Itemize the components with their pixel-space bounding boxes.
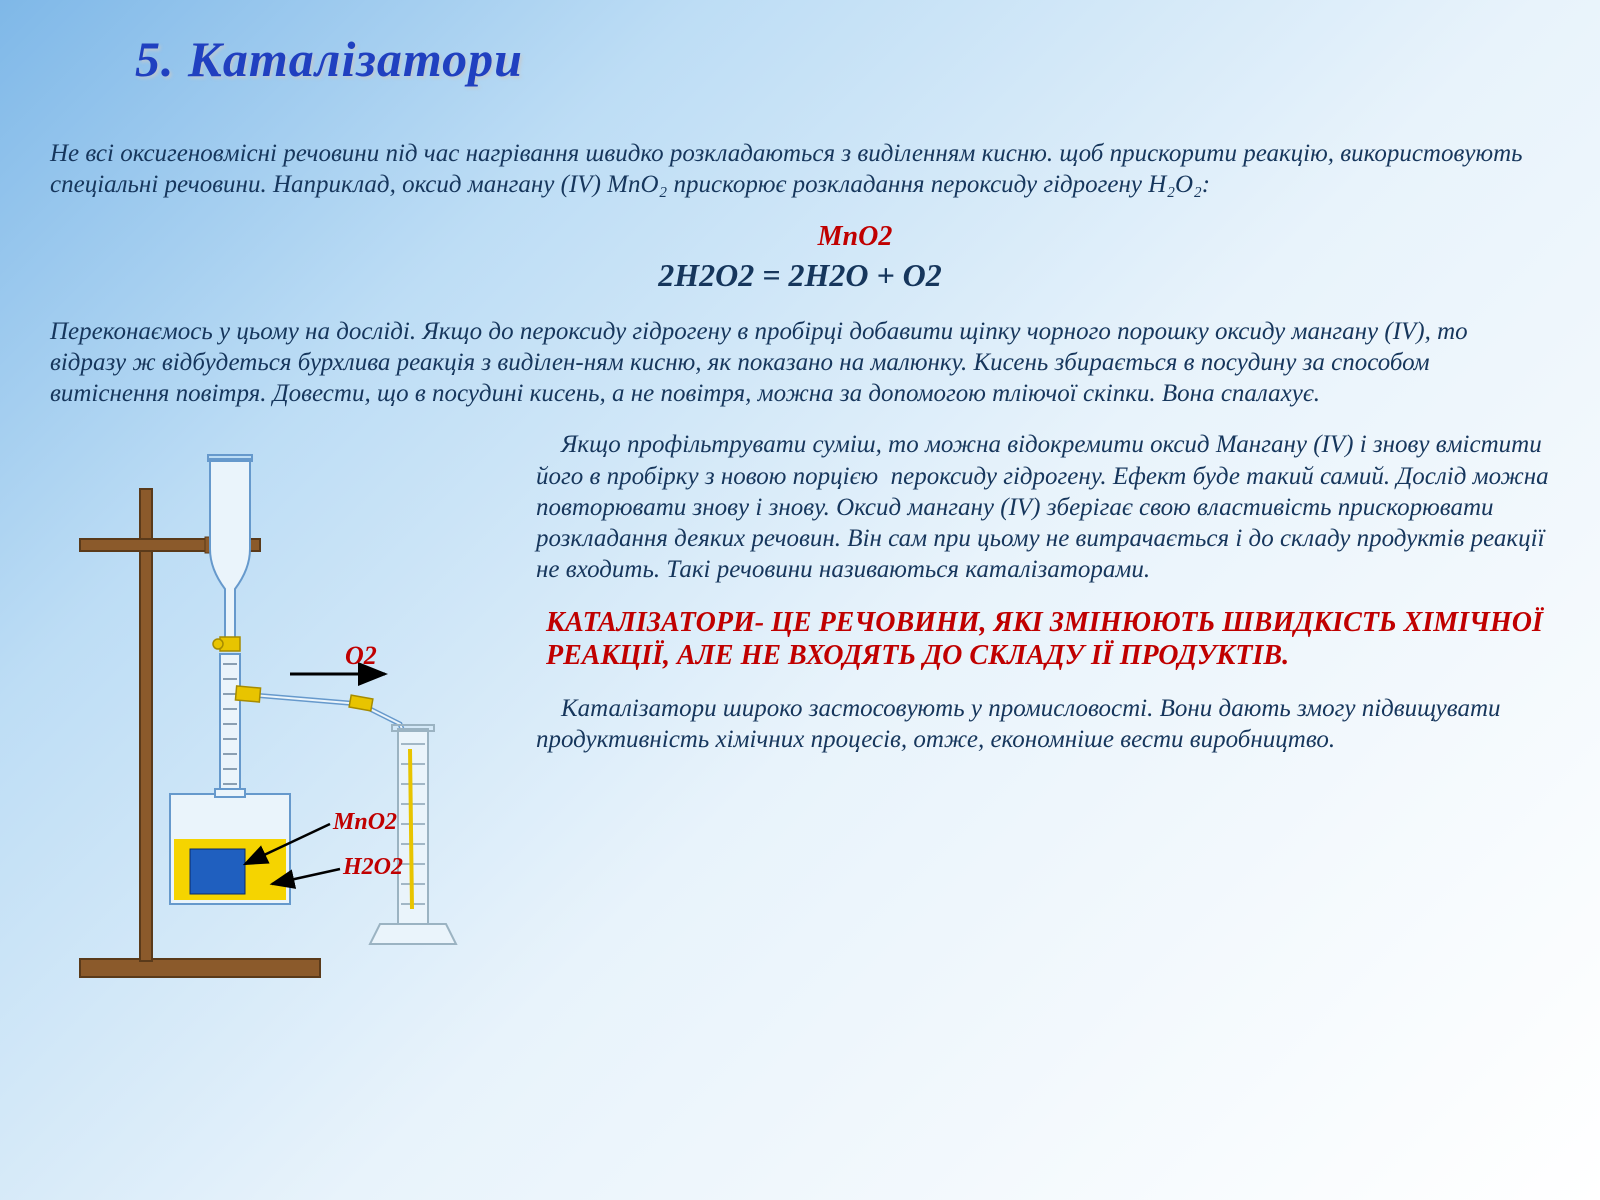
label-o2: O2 [345,641,377,670]
stand-base [80,959,320,977]
slide-title: 5. Каталізатори [135,30,1550,88]
reaction-vessel [170,654,290,904]
equation-main: 2H2O2 = 2H2O + O2 [50,257,1550,294]
slide: 5. Каталізатори Не всі оксигеновмісні ре… [0,0,1600,1200]
industry-paragraph: Каталізатори широко застосовують у проми… [536,693,1550,756]
catalyst-box [190,849,245,894]
definition-paragraph: КАТАЛІЗАТОРИ- ЦЕ РЕЧОВИНИ, ЯКІ ЗМІНЮЮТЬ … [546,606,1550,673]
experiment-paragraph: Переконаємось у цьому на досліді. Якщо д… [50,316,1550,410]
intro-paragraph: Не всі оксигеновмісні речовини під час н… [50,138,1550,201]
reuse-paragraph: Якщо профільтрувати суміш, то можна відо… [536,429,1550,585]
delivery-tube [235,686,410,749]
separating-funnel [208,455,252,651]
apparatus-diagram: O2 [50,429,530,989]
lower-row: O2 [50,429,1550,989]
equation-catalyst: MnO2 [160,221,1550,253]
label-mno2: MnO2 [332,809,397,835]
right-text-column: Якщо профільтрувати суміш, то можна відо… [530,429,1550,989]
label-h2o2: H2O2 [342,854,403,880]
apparatus-svg: O2 [50,429,530,989]
equation-block: MnO2 2H2O2 = 2H2O + O2 [50,221,1550,294]
stand-rod [140,489,152,961]
